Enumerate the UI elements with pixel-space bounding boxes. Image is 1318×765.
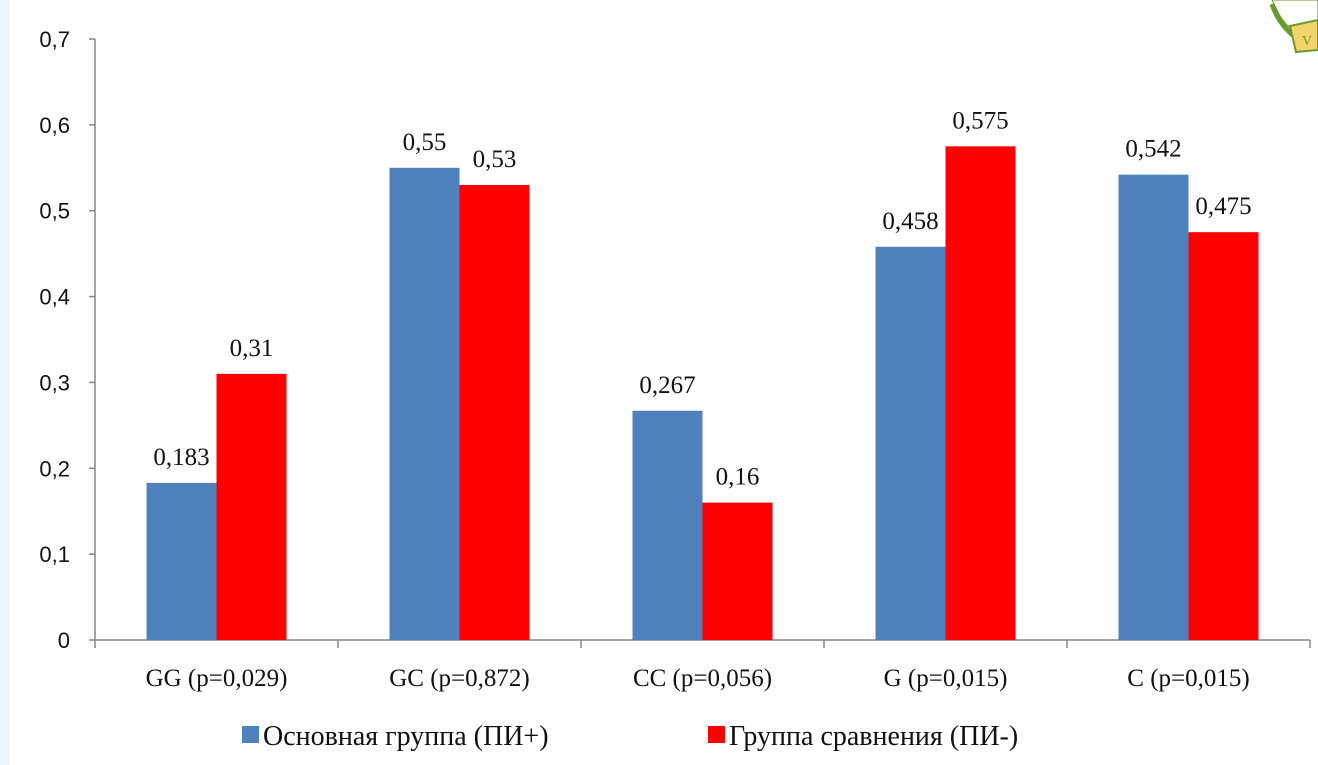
data-label: 0,183	[153, 444, 209, 471]
laurel-emblem-icon: V	[1269, 0, 1318, 54]
y-tick-label: 0,2	[39, 456, 70, 481]
data-label: 0,475	[1195, 193, 1251, 220]
legend-swatch	[708, 726, 725, 743]
svg-text:V: V	[1302, 34, 1312, 49]
data-label: 0,31	[230, 335, 274, 362]
data-label: 0,55	[403, 129, 447, 156]
data-label: 0,53	[473, 146, 517, 173]
data-label: 0,542	[1125, 136, 1181, 163]
y-tick-label: 0,3	[39, 370, 70, 395]
x-tick-label: GC (p=0,872)	[389, 665, 529, 692]
x-tick-label: G (p=0,015)	[884, 665, 1008, 692]
data-label: 0,458	[882, 208, 938, 235]
y-tick-label: 0,4	[39, 285, 70, 310]
bar	[702, 502, 773, 640]
y-tick-label: 0,5	[39, 199, 70, 224]
chart-panel: 0 0,1 0,2 0,3 0,4 0,5 0,6 0,7 GG (p=0,029) GC (p=…	[10, 0, 1318, 765]
bars	[146, 146, 1259, 641]
bar	[146, 482, 217, 640]
y-tick-label: 0	[58, 628, 70, 653]
y-tick-label: 0,6	[39, 113, 70, 138]
legend-swatch	[242, 726, 259, 743]
bar	[389, 167, 460, 641]
bar	[632, 410, 703, 640]
legend: Основная группа (ПИ+) Группа сравнения (П…	[242, 721, 1018, 752]
x-tick-label: CC (p=0,056)	[633, 665, 772, 692]
bar	[945, 146, 1016, 641]
x-tick-label: C (p=0,015)	[1127, 665, 1249, 692]
bar	[875, 246, 946, 640]
bar	[216, 373, 287, 640]
legend-label: Группа сравнения (ПИ-)	[729, 721, 1018, 752]
data-label: 0,16	[716, 464, 760, 491]
axes: 0 0,1 0,2 0,3 0,4 0,5 0,6 0,7 GG (p=0,029) GC (p=…	[39, 27, 1311, 692]
data-labels: 0,183 0,55 0,267 0,458 0,542 0,31 0,53 0,16 0,57…	[153, 107, 1251, 490]
data-label: 0,267	[639, 372, 695, 399]
bar	[1118, 174, 1189, 640]
legend-label: Основная группа (ПИ+)	[263, 721, 549, 752]
y-tick-label: 0,1	[39, 542, 70, 567]
bar-chart: 0 0,1 0,2 0,3 0,4 0,5 0,6 0,7 GG (p=0,029) GC (p=…	[39, 0, 1318, 752]
bar	[459, 184, 530, 640]
data-label: 0,575	[952, 107, 1008, 134]
y-tick-label: 0,7	[39, 27, 70, 52]
bar	[1188, 232, 1259, 640]
x-tick-label: GG (p=0,029)	[146, 665, 288, 692]
